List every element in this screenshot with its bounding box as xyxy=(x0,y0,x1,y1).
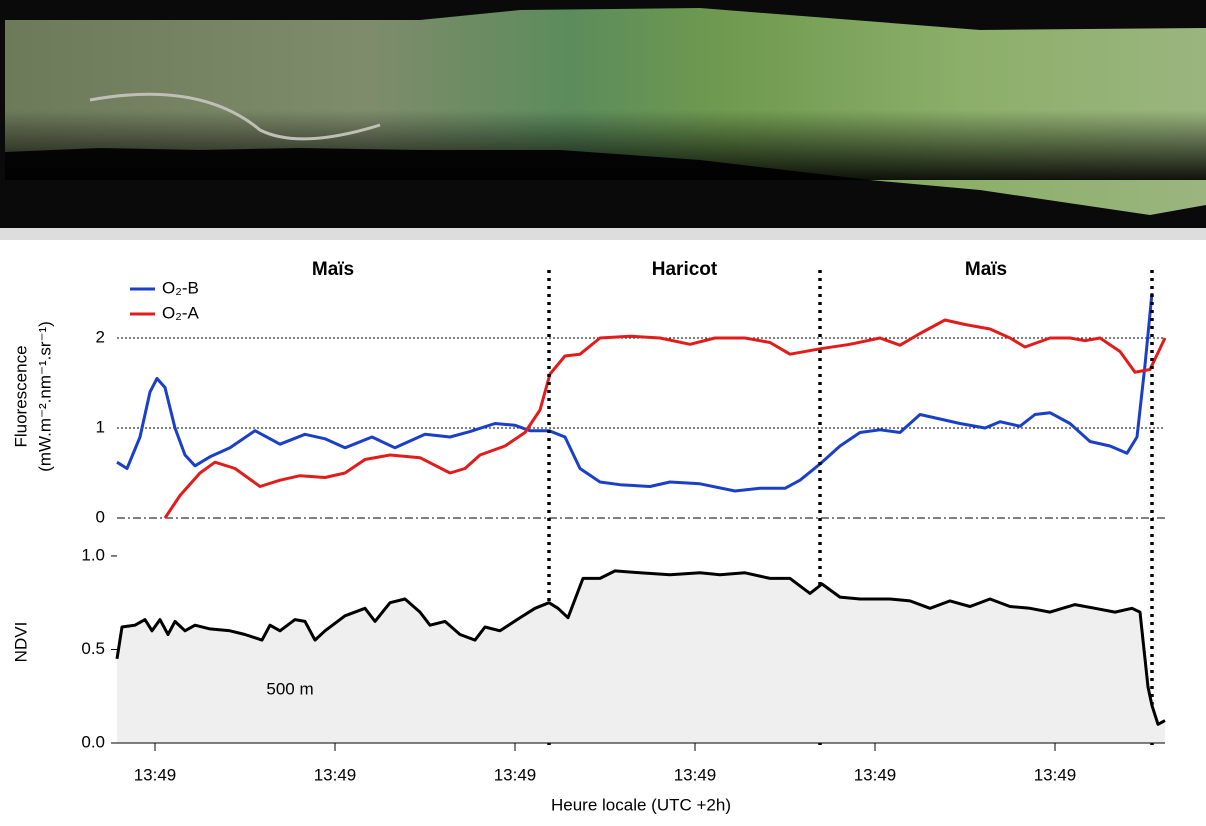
y-tick-label: 0.0 xyxy=(81,732,105,751)
legend-label: O₂-B xyxy=(162,278,199,297)
legend-label: O₂-A xyxy=(162,303,199,322)
y-tick-label: 1.0 xyxy=(81,545,105,564)
x-tick-label: 13:49 xyxy=(674,765,717,784)
data-line xyxy=(163,318,1167,519)
x-axis-label: Heure locale (UTC +2h) xyxy=(551,795,731,814)
area-fill xyxy=(117,570,1165,743)
region-label: Maïs xyxy=(965,259,1007,280)
y-axis-units: (mW.m⁻².nm⁻¹.sr⁻¹) xyxy=(35,321,54,472)
x-tick-label: 13:49 xyxy=(134,765,177,784)
aerial-image xyxy=(0,0,1206,240)
y-tick-label: 0.5 xyxy=(81,639,105,658)
x-tick-label: 13:49 xyxy=(494,765,537,784)
region-label: Haricot xyxy=(652,259,718,280)
y-tick-label: 1 xyxy=(96,417,105,436)
data-line xyxy=(115,569,1166,726)
x-tick-label: 13:49 xyxy=(854,765,897,784)
region-label: Maïs xyxy=(312,259,354,280)
x-tick-label: 13:49 xyxy=(314,765,357,784)
scale-label: 500 m xyxy=(266,679,313,698)
y-tick-label: 0 xyxy=(96,507,105,526)
y-axis-label: NDVI xyxy=(11,622,30,663)
data-line xyxy=(116,292,1154,493)
x-tick-label: 13:49 xyxy=(1034,765,1077,784)
y-axis-label: Fluorescence xyxy=(11,345,30,447)
y-tick-label: 2 xyxy=(96,327,105,346)
